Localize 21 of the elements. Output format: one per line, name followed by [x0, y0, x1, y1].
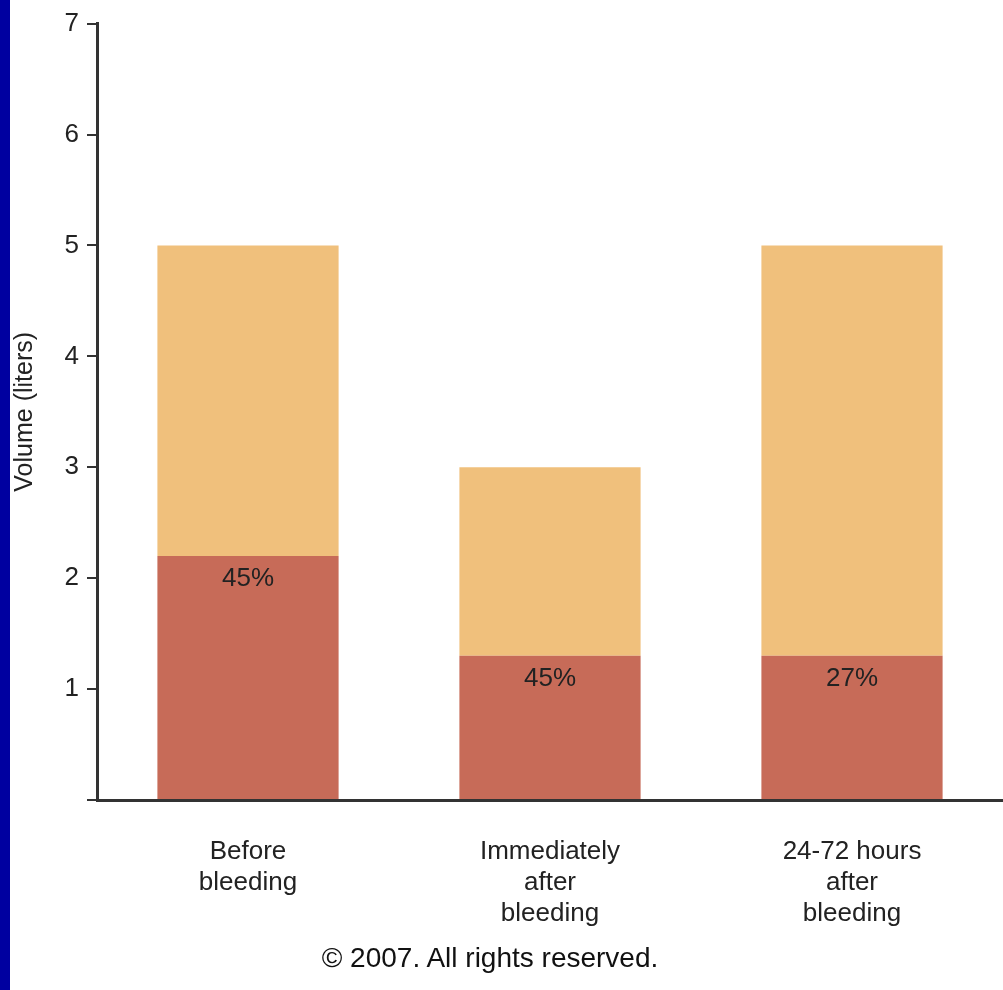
x-tick-label: 24-72 hours after bleeding [782, 834, 922, 928]
y-tick-label: 7 [64, 6, 79, 37]
x-tick-label: Immediately after bleeding [479, 834, 621, 928]
bar [157, 555, 339, 799]
bar [459, 467, 641, 656]
y-tick-label: 2 [64, 561, 79, 592]
y-tick-label: 3 [64, 450, 79, 481]
x-tick-label: Before bleeding [198, 834, 298, 896]
text: © 2007. All rights reserved. [321, 942, 659, 973]
annotation: 27% [825, 661, 879, 692]
bar [761, 245, 943, 656]
bar [459, 655, 641, 799]
y-tick-label: 6 [64, 117, 79, 148]
bar [157, 245, 339, 556]
annotation: 45% [523, 661, 577, 692]
y-axis-title: Volume (liters) [8, 331, 37, 492]
y-tick-label: 1 [64, 672, 79, 703]
bar [761, 655, 943, 799]
y-tick-label: 5 [64, 228, 79, 259]
y-tick-label: 4 [64, 339, 79, 370]
annotation: 45% [221, 562, 275, 593]
